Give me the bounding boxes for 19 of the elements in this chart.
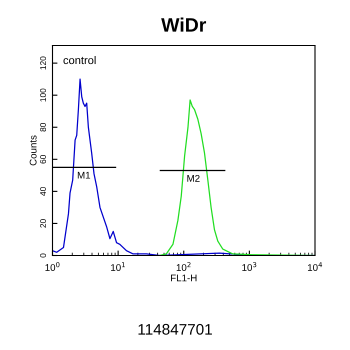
x-tick-label: 10$^{0}$ [45,262,60,271]
y-tick-label: 20 [40,219,46,228]
y-tick-label: 60 [40,155,46,164]
y-tick-label: 40 [40,187,46,196]
x-tick-label: 10$^{4}$ [308,262,322,271]
annotation: control [63,56,96,64]
x-tick-label: 10$^{3}$ [242,262,256,271]
y-axis-title: Counts [30,135,37,166]
y-tick-label: 120 [40,56,46,70]
annotation: M2 [187,174,200,182]
chart-title: WiDr [161,18,206,32]
y-tick-label: 100 [40,88,46,102]
annotation: M1 [78,172,90,179]
x-axis-title: FL1-H [171,274,196,282]
y-tick-label: 0 [40,254,46,258]
y-tick-label: 80 [40,122,46,132]
text: 114847701 [138,324,212,335]
x-tick-label: 10$^{1}$ [111,262,125,271]
x-tick-label: 10$^{2}$ [176,262,191,271]
